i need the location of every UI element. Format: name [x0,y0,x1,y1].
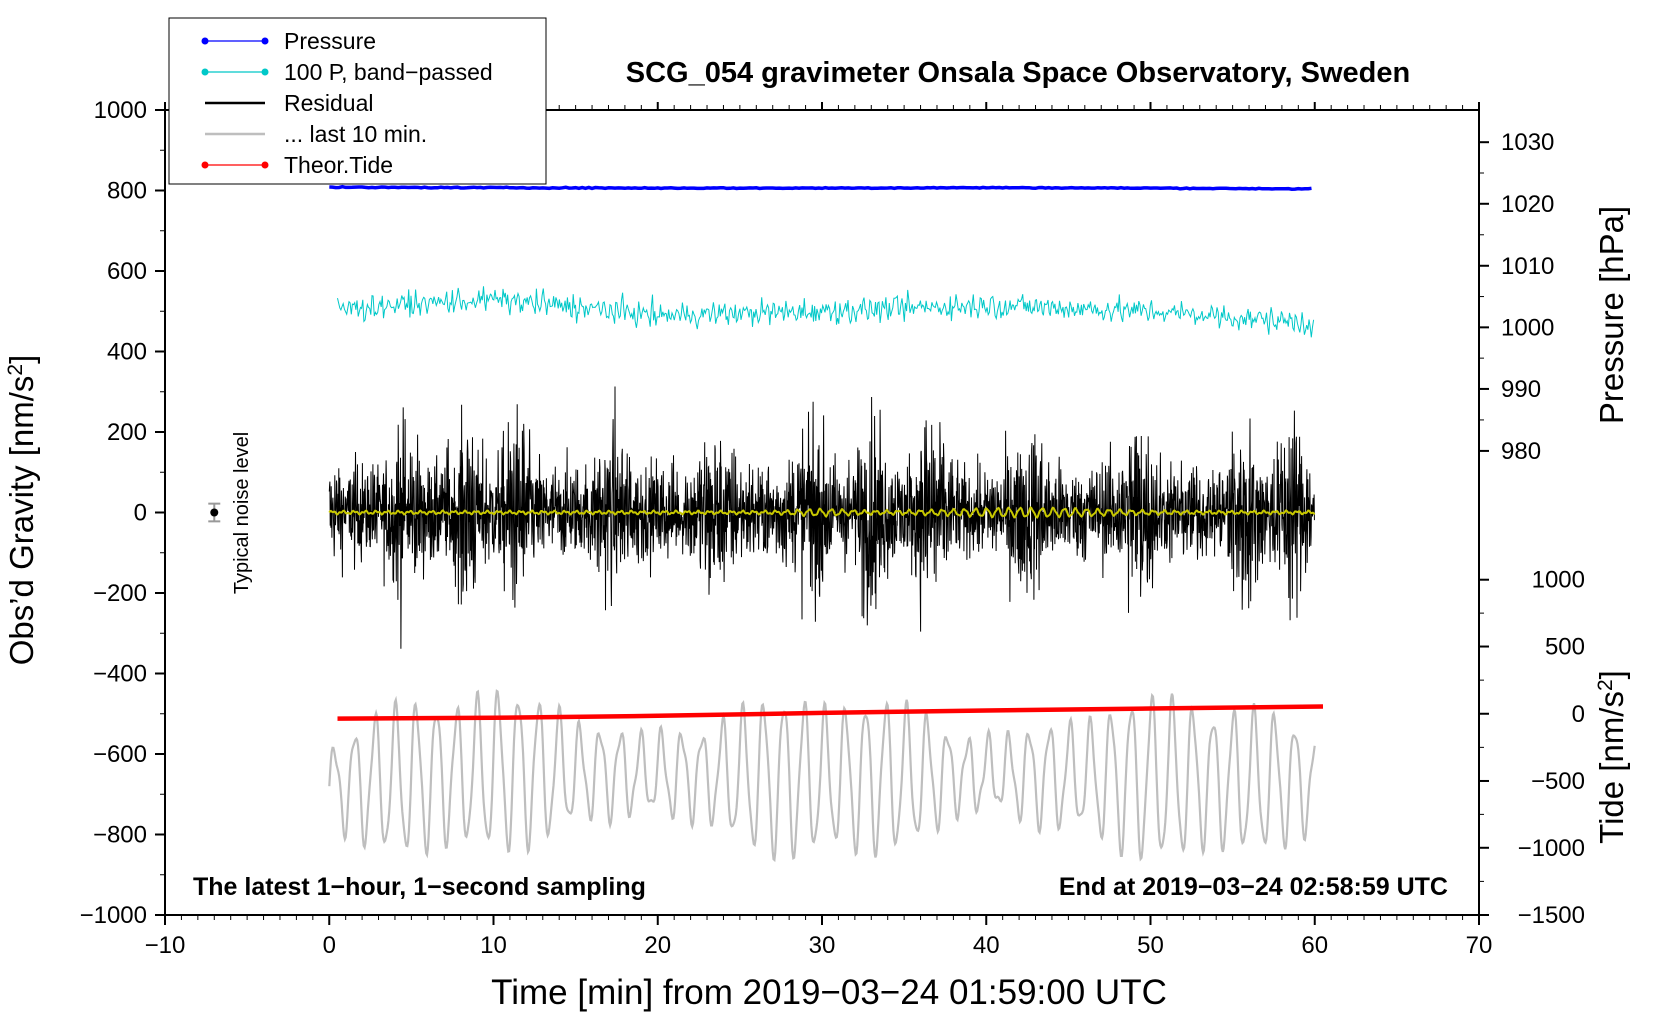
x-tick-label: 60 [1301,932,1328,959]
y-tick-label: 600 [107,258,147,285]
y-tick-label: −1000 [80,902,147,929]
tide-axis-label: Tide [nm/s2] [1593,670,1630,844]
legend-marker [201,37,209,45]
tide-axis-label-main: Tide [nm/s [1593,691,1630,844]
noise-indicator [208,502,221,523]
y-tick-label: 400 [107,339,147,366]
series-residual-line [328,386,1315,649]
legend-marker [201,68,209,76]
legend-label: ... last 10 min. [284,121,427,147]
legend-marker [201,161,209,169]
x-tick-label: 0 [323,932,336,959]
series-band-passed-line [337,286,1315,338]
annotation-end-time: End at 2019−03−24 02:58:59 UTC [1059,873,1448,901]
pressure-tick-label: 1030 [1501,129,1554,156]
annotation-sampling: The latest 1−hour, 1−second sampling [193,873,646,901]
series-last-10-min-line [328,689,1316,863]
legend-box [168,17,547,185]
x-axis-label: Time [min] from 2019−03−24 01:59:00 UTC [491,973,1167,1012]
series-filtered-residual-line [328,506,1316,519]
legend: Pressure 100 P, band−passed Residual ... la… [168,17,547,185]
x-tick-label: 40 [973,932,1000,959]
legend-label: 100 P, band−passed [284,59,493,85]
tide-axis-label-sup: 2 [1594,679,1617,691]
x-tick-label: 20 [644,932,671,959]
pressure-tick-label: 1010 [1501,253,1554,280]
chart-title: SCG_054 gravimeter Onsala Space Observat… [626,57,1410,89]
y-tick-label: −600 [93,741,147,768]
legend-label: Pressure [284,28,376,54]
tide-tick-label: −500 [1531,768,1585,795]
series-pressure-line [329,184,1312,191]
y-tick-label: 200 [107,419,147,446]
y-tick-label: 800 [107,178,147,205]
legend-label: Theor.Tide [284,152,393,178]
y-tick-label: 1000 [94,97,147,124]
y-axis-label: Obs’d Gravity [nm/s2] [3,355,40,666]
noise-level-label: Typical noise level [231,432,253,594]
y-tick-label: −200 [93,580,147,607]
pressure-axis-label: Pressure [hPa] [1593,206,1630,424]
y-tick-label: −400 [93,661,147,688]
y-tick-label: −800 [93,822,147,849]
x-tick-label: 70 [1466,932,1493,959]
legend-marker [261,68,269,76]
tide-tick-label: 0 [1572,701,1585,728]
legend-marker [261,37,269,45]
pressure-tick-label: 990 [1501,376,1541,403]
legend-marker [261,161,269,169]
y-axis-label-sup: 2 [4,364,27,376]
x-tick-label: 10 [480,932,507,959]
tide-tick-label: −1500 [1518,902,1585,929]
tide-tick-label: 1000 [1532,567,1585,594]
noise-bar-point [210,508,219,517]
legend-label: Residual [284,90,374,116]
series-layer [328,184,1324,863]
x-tick-label: 30 [809,932,836,959]
y-axis-label-main: Obs’d Gravity [nm/s [3,376,40,666]
pressure-tick-label: 1020 [1501,191,1554,218]
pressure-tick-label: 980 [1501,438,1541,465]
tide-tick-label: 500 [1545,634,1585,661]
pressure-tick-label: 1000 [1501,314,1554,341]
x-tick-label: −10 [145,932,186,959]
y-axis-label-close: ] [3,355,40,364]
y-tick-label: 0 [134,500,147,527]
series-theoretical-tide-line [337,704,1324,721]
tide-tick-label: −1000 [1518,835,1585,862]
tide-axis-label-close: ] [1593,670,1630,679]
x-tick-label: 50 [1137,932,1164,959]
tick-layer: −10 0 10 20 30 40 50 60 7010008006004002000−200−… [80,97,1585,959]
